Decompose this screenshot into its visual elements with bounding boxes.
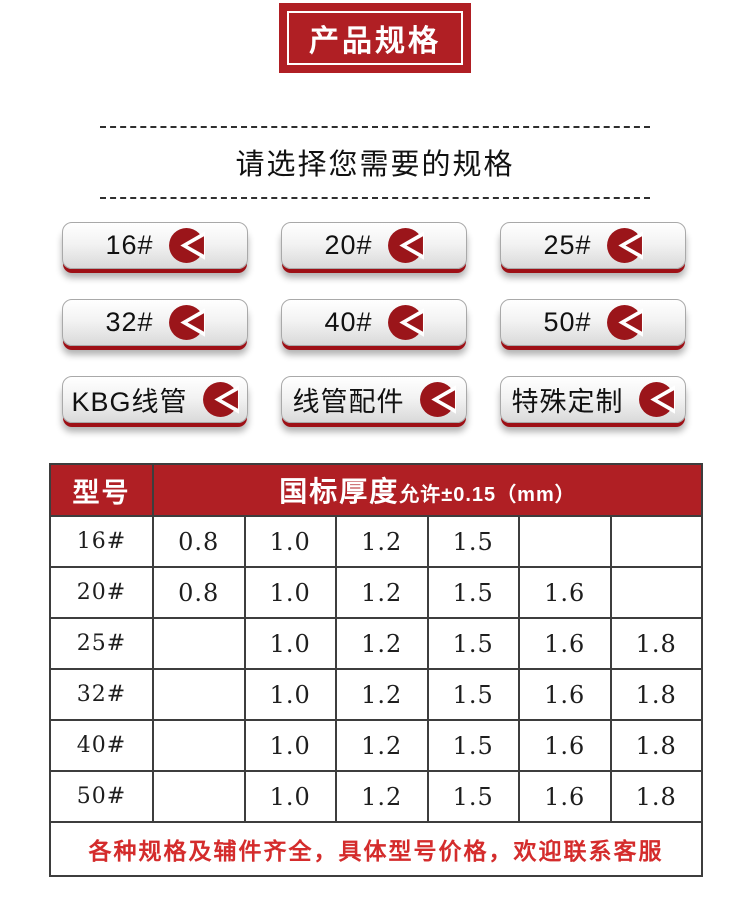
thickness-cell: 1.0	[243, 719, 337, 772]
spec-button-20[interactable]: 20#	[281, 222, 467, 269]
thickness-cell: 1.8	[609, 617, 703, 670]
spec-button-40[interactable]: 40#	[281, 299, 467, 346]
thickness-cell: 1.5	[426, 668, 520, 721]
spec-button-conduit-fittings[interactable]: 线管配件	[281, 376, 467, 423]
thickness-cell: 1.8	[609, 668, 703, 721]
table-row: 32# 1.0 1.2 1.5 1.6 1.8	[49, 668, 703, 721]
thickness-cell: 1.5	[426, 566, 520, 619]
contact-note: 各种规格及辅件齐全，具体型号价格，欢迎联系客服	[49, 821, 703, 877]
thickness-cell: 1.0	[243, 770, 337, 823]
thickness-cell	[609, 515, 703, 568]
model-cell: 32#	[49, 668, 154, 721]
thickness-cell: 0.8	[152, 566, 246, 619]
spec-button-label: 16#	[105, 230, 154, 260]
thickness-cell: 1.0	[243, 515, 337, 568]
thickness-cell: 1.5	[426, 719, 520, 772]
thickness-cell: 1.5	[426, 770, 520, 823]
thickness-table-container: 型号 国标厚度允许±0.15（mm） 16# 0.8 1.0 1.2 1.5	[49, 463, 703, 877]
pie-arrow-icon	[419, 382, 456, 417]
thickness-cell: 1.6	[518, 770, 612, 823]
thickness-cell: 1.0	[243, 566, 337, 619]
model-cell: 25#	[49, 617, 154, 670]
spec-button-label: 50#	[543, 307, 592, 337]
thickness-cell	[518, 515, 612, 568]
thickness-cell: 1.8	[609, 770, 703, 823]
spec-button-kbg-conduit[interactable]: KBG线管	[62, 376, 248, 423]
table-row: 20# 0.8 1.0 1.2 1.5 1.6	[49, 566, 703, 619]
thickness-title: 国标厚度	[279, 476, 400, 507]
thickness-cell: 1.6	[518, 566, 612, 619]
table-header-row: 型号 国标厚度允许±0.15（mm）	[49, 463, 703, 517]
thickness-cell: 1.6	[518, 719, 612, 772]
model-cell: 50#	[49, 770, 154, 823]
thickness-tolerance: 允许±0.15（mm）	[399, 484, 576, 506]
spec-button-label: 20#	[324, 230, 373, 260]
column-header-thickness: 国标厚度允许±0.15（mm）	[152, 463, 703, 517]
model-cell: 20#	[49, 566, 154, 619]
subtitle-text: 请选择您需要的规格	[235, 149, 515, 181]
thickness-cell: 1.2	[335, 617, 429, 670]
spec-button-label: 特殊定制	[511, 387, 624, 417]
thickness-cell: 1.6	[518, 668, 612, 721]
thickness-cell	[152, 668, 246, 721]
page-title: 产品规格	[309, 25, 441, 58]
spec-button-grid: 16# 20# 25# 32# 40# 50# KBG线管 线管配件	[62, 222, 686, 423]
thickness-cell	[152, 719, 246, 772]
spec-button-label: KBG线管	[71, 387, 188, 417]
spec-button-label: 线管配件	[292, 387, 405, 417]
spec-button-32[interactable]: 32#	[62, 299, 248, 346]
thickness-cell: 1.6	[518, 617, 612, 670]
thickness-cell: 0.8	[152, 515, 246, 568]
thickness-table: 型号 国标厚度允许±0.15（mm） 16# 0.8 1.0 1.2 1.5	[49, 463, 703, 877]
model-cell: 40#	[49, 719, 154, 772]
spec-button-50[interactable]: 50#	[500, 299, 686, 346]
column-header-model: 型号	[49, 463, 154, 517]
thickness-cell: 1.2	[335, 515, 429, 568]
spec-button-25[interactable]: 25#	[500, 222, 686, 269]
table-footer-row: 各种规格及辅件齐全，具体型号价格，欢迎联系客服	[49, 821, 703, 877]
model-cell: 16#	[49, 515, 154, 568]
thickness-cell	[152, 770, 246, 823]
table-row: 50# 1.0 1.2 1.5 1.6 1.8	[49, 770, 703, 823]
thickness-cell	[152, 617, 246, 670]
product-spec-banner: 产品规格	[279, 3, 471, 73]
spec-button-custom[interactable]: 特殊定制	[500, 376, 686, 423]
thickness-cell	[609, 566, 703, 619]
pie-arrow-icon	[606, 228, 643, 263]
spec-button-label: 25#	[543, 230, 592, 260]
thickness-cell: 1.2	[335, 668, 429, 721]
spec-button-label: 32#	[105, 307, 154, 337]
thickness-cell: 1.2	[335, 719, 429, 772]
table-row: 25# 1.0 1.2 1.5 1.6 1.8	[49, 617, 703, 670]
pie-arrow-icon	[638, 382, 675, 417]
spec-button-label: 40#	[324, 307, 373, 337]
table-row: 16# 0.8 1.0 1.2 1.5	[49, 515, 703, 568]
thickness-cell: 1.5	[426, 617, 520, 670]
pie-arrow-icon	[606, 305, 643, 340]
thickness-cell: 1.0	[243, 617, 337, 670]
thickness-cell: 1.0	[243, 668, 337, 721]
spec-select-subtitle: 请选择您需要的规格	[100, 126, 650, 199]
thickness-cell: 1.2	[335, 566, 429, 619]
pie-arrow-icon	[202, 382, 239, 417]
thickness-cell: 1.5	[426, 515, 520, 568]
spec-button-16[interactable]: 16#	[62, 222, 248, 269]
thickness-cell: 1.8	[609, 719, 703, 772]
table-row: 40# 1.0 1.2 1.5 1.6 1.8	[49, 719, 703, 772]
pie-arrow-icon	[168, 305, 205, 340]
pie-arrow-icon	[387, 228, 424, 263]
thickness-cell: 1.2	[335, 770, 429, 823]
pie-arrow-icon	[168, 228, 205, 263]
pie-arrow-icon	[387, 305, 424, 340]
